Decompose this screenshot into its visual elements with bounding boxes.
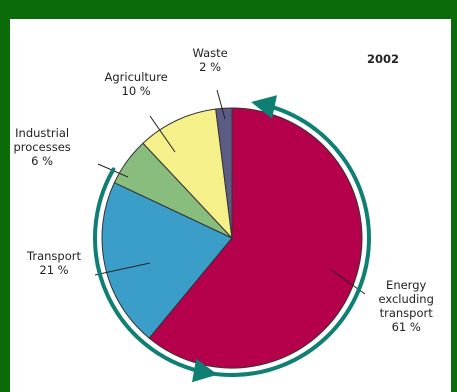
pie-slices: [101, 107, 363, 369]
slice-label-line: Energy: [386, 278, 427, 292]
slice-waste: [215, 107, 233, 239]
slice-label-line: excluding: [378, 292, 434, 306]
slice-value-label: 10 %: [121, 84, 151, 98]
leader-line-waste: [216, 89, 226, 120]
chart-frame: 2002 Energy excluding transport 61 % Transpo…: [10, 19, 451, 392]
slice-transport: [101, 181, 233, 339]
slice-label-line: Waste: [192, 46, 228, 60]
annotation-arrow-join: [207, 370, 237, 377]
leader-line-transport: [94, 262, 151, 276]
slice-label-waste: Waste 2 %: [193, 46, 228, 74]
slice-label-line: transport: [379, 306, 433, 320]
slice-label-line: Agriculture: [104, 70, 168, 84]
annotation-arrows: [93, 95, 371, 383]
slice-value-label: 21 %: [39, 263, 69, 277]
slice-label-line: Transport: [27, 249, 81, 263]
slice-label-line: processes: [13, 140, 71, 154]
slice-value-label: 2 %: [199, 60, 222, 74]
slice-agriculture: [142, 108, 233, 240]
slice-label-agriculture: Agriculture 10 %: [105, 70, 168, 98]
pie-chart: [93, 89, 371, 383]
slice-label-energy-excluding-transport: Energy excluding transport 61 %: [379, 278, 434, 334]
slice-label-line: Industrial: [15, 126, 70, 140]
annotation-arrow-right: [234, 95, 371, 377]
chart-title: 2002: [367, 52, 400, 66]
slice-label-transport: Transport 21 %: [27, 249, 81, 277]
slice-value-label: 6 %: [31, 154, 54, 168]
slice-value-label: 61 %: [391, 320, 421, 334]
leader-line-agriculture: [149, 115, 176, 153]
annotation-arrow-left: [93, 167, 218, 383]
slice-label-industrial-processes: Industrial processes 6 %: [14, 126, 71, 168]
